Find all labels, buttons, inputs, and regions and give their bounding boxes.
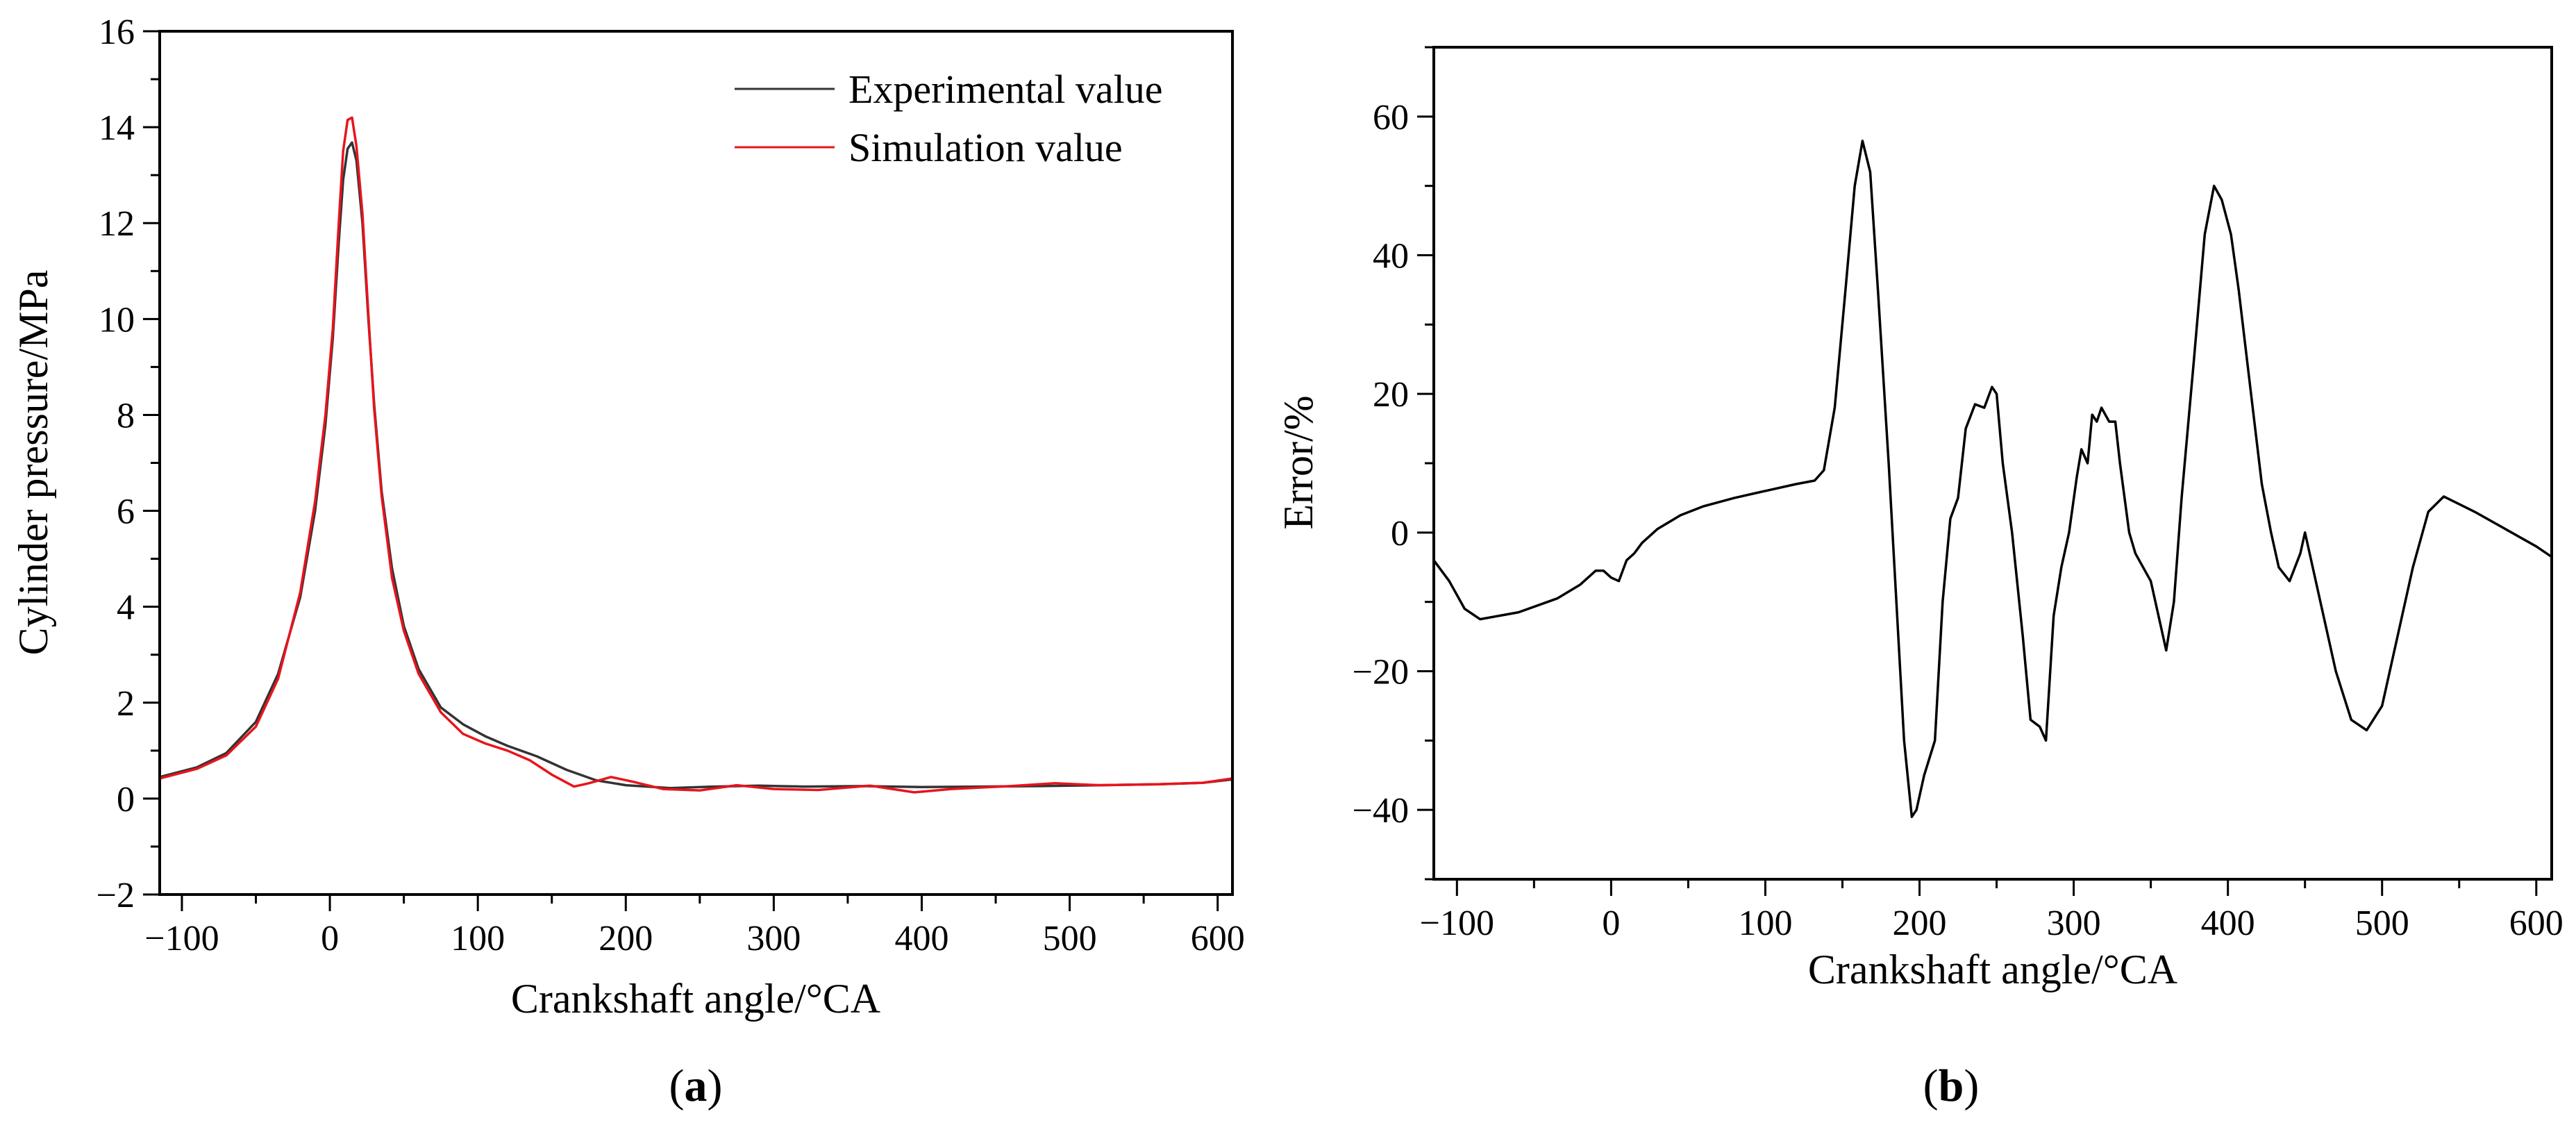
chart-a-legend-label-simulation: Simulation value <box>848 125 1123 170</box>
chart-b-y-tick-label: 20 <box>1373 375 1409 415</box>
chart-b-y-tick-label: 60 <box>1373 98 1409 138</box>
chart-b-x-ticks: −100 0 100 200 300 400 500 600 <box>1420 879 2564 943</box>
chart-b-x-tick-label: 0 <box>1602 904 1620 943</box>
chart-b-series-line-0 <box>1432 140 2552 818</box>
chart-a-y-tick-label: 0 <box>117 780 135 820</box>
chart-b-x-tick-label: 400 <box>2201 904 2255 943</box>
caption-a-close: ) <box>708 1060 723 1111</box>
chart-a-y-tick-label: 12 <box>99 204 135 244</box>
chart-a-x-ticks: −100 0 100 200 300 400 500 600 <box>144 895 1245 958</box>
chart-a-y-ticks: −2 0 2 4 6 8 10 12 14 16 <box>97 13 160 915</box>
chart-b-x-tick-label: 100 <box>1738 904 1792 943</box>
chart-a-x-axis-title: Crankshaft angle/°CA <box>511 976 880 1022</box>
chart-b-x-tick-label: 300 <box>2047 904 2101 943</box>
chart-a-legend-label-experimental: Experimental value <box>848 67 1163 112</box>
chart-a-x-tick-label: 0 <box>321 919 339 958</box>
chart-a-x-tick-label: 400 <box>894 919 948 958</box>
chart-b-y-tick-label: −40 <box>1353 791 1409 831</box>
chart-a-y-tick-label: 16 <box>99 13 135 52</box>
chart-a-x-tick-label: 200 <box>599 919 653 958</box>
chart-a-legend: Experimental value Simulation value <box>735 67 1163 170</box>
chart-b: −100 0 100 200 300 400 500 600 −40 −20 0 20 40 60 Cr… <box>1276 46 2564 1111</box>
chart-b-x-tick-label: 500 <box>2355 904 2409 943</box>
chart-b-y-axis-title: Error/% <box>1276 395 1321 529</box>
caption-a-open: ( <box>669 1060 685 1111</box>
chart-a-y-tick-label: 6 <box>117 492 135 532</box>
caption-b: (b) <box>1923 1060 1980 1111</box>
chart-a-x-tick-label: 300 <box>746 919 801 958</box>
chart-b-x-axis-title: Crankshaft angle/°CA <box>1808 947 2177 992</box>
chart-b-x-tick-label: −100 <box>1420 904 1494 943</box>
chart-b-series-group <box>1432 140 2552 818</box>
chart-a-x-tick-label: −100 <box>144 919 219 958</box>
chart-a-y-tick-label: 8 <box>117 396 135 435</box>
chart-a-x-tick-label: 600 <box>1191 919 1245 958</box>
chart-a-y-tick-label: 4 <box>117 588 135 628</box>
chart-a-y-tick-label: 14 <box>99 108 135 148</box>
chart-b-x-tick-label: 200 <box>1893 904 1947 943</box>
chart-a-y-tick-label: 2 <box>117 684 135 724</box>
chart-a-x-tick-label: 100 <box>451 919 505 958</box>
caption-b-close: ) <box>1964 1060 1979 1111</box>
chart-a-y-axis-title: Cylinder pressure/MPa <box>10 270 56 656</box>
chart-b-y-tick-label: −20 <box>1353 653 1409 692</box>
caption-b-open: ( <box>1923 1060 1939 1111</box>
caption-a: (a) <box>669 1060 723 1111</box>
caption-a-letter: a <box>685 1060 708 1111</box>
chart-b-x-tick-label: 600 <box>2509 904 2564 943</box>
chart-a-x-tick-label: 500 <box>1043 919 1097 958</box>
chart-b-y-ticks: −40 −20 0 20 40 60 <box>1353 46 1434 881</box>
chart-a-series-line-1 <box>159 116 1233 794</box>
chart-b-y-tick-label: 0 <box>1391 514 1409 554</box>
chart-a-y-tick-label: −2 <box>97 876 135 915</box>
chart-a-y-tick-label: 10 <box>99 300 135 340</box>
chart-a-series-group <box>159 116 1233 794</box>
caption-b-letter: b <box>1939 1060 1964 1111</box>
chart-b-y-tick-label: 40 <box>1373 237 1409 276</box>
chart-a: −100 0 100 200 300 400 500 600 −20246810121416 … <box>10 13 1245 1111</box>
